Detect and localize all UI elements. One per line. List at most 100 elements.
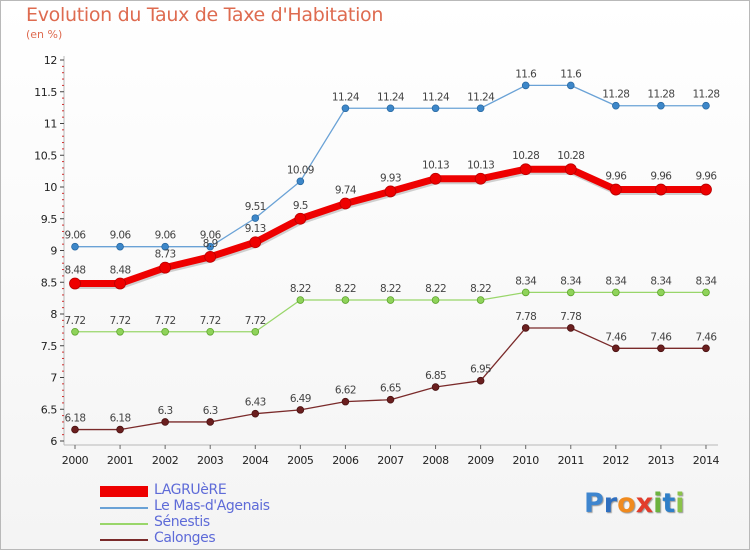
data-label: 9.06 <box>155 230 177 242</box>
data-label: 8.34 <box>650 275 672 287</box>
data-label: 7.46 <box>695 331 717 343</box>
data-label: 9.96 <box>605 171 627 183</box>
data-point <box>114 277 126 290</box>
data-label: 6.18 <box>110 413 131 425</box>
x-tick-label: 2009 <box>467 454 494 467</box>
data-point <box>161 327 169 336</box>
series-layer <box>69 81 712 434</box>
data-point <box>612 288 620 297</box>
data-point <box>476 296 485 304</box>
data-point <box>296 177 305 186</box>
data-point <box>521 81 530 90</box>
data-label: 9.06 <box>65 230 87 242</box>
data-label: 8.34 <box>695 275 717 287</box>
data-label: 8.48 <box>110 265 131 277</box>
legend-label: Sénestis <box>154 514 210 530</box>
data-label: 10.28 <box>512 150 539 162</box>
x-tick-label: 2001 <box>107 454 133 467</box>
data-point <box>657 344 665 353</box>
data-label: 9.96 <box>695 171 717 183</box>
x-tick-label: 2002 <box>152 454 178 467</box>
x-tick-label: 2003 <box>197 454 224 467</box>
data-label: 11.28 <box>602 89 629 101</box>
data-label: 11.6 <box>560 68 582 80</box>
data-point <box>702 101 710 110</box>
y-tick-label: 11.5 <box>34 86 57 99</box>
data-point <box>609 183 622 196</box>
data-point <box>116 425 124 434</box>
data-label: 6.49 <box>290 393 311 405</box>
data-point <box>384 185 397 198</box>
data-point <box>566 81 575 90</box>
data-point <box>341 397 350 406</box>
data-label: 6.18 <box>65 413 86 425</box>
data-label: 9.96 <box>650 171 672 183</box>
data-label: 9.93 <box>380 172 401 184</box>
data-point <box>474 172 487 185</box>
data-label: 7.72 <box>200 315 221 327</box>
data-point <box>296 296 305 304</box>
y-tick-label: 10.5 <box>34 149 57 162</box>
chart-subtitle: (en %) <box>26 28 63 41</box>
legend-label: Calonges <box>154 530 216 546</box>
data-point <box>71 327 79 336</box>
data-point <box>386 395 395 404</box>
data-point <box>702 288 710 297</box>
data-label: 7.78 <box>515 311 536 323</box>
data-point <box>476 104 485 113</box>
data-point <box>341 104 350 113</box>
data-point <box>655 183 667 196</box>
data-point <box>116 242 124 251</box>
data-label: 8.22 <box>425 283 446 295</box>
data-label: 8.73 <box>155 249 176 261</box>
x-tick-label: 2005 <box>287 454 314 467</box>
data-label: 11.24 <box>332 91 360 103</box>
data-label: 9.06 <box>200 230 222 242</box>
y-tick-label: 7.5 <box>41 340 58 353</box>
data-label: 10.13 <box>467 160 494 172</box>
x-tick-label: 2013 <box>648 454 675 467</box>
data-point <box>386 104 395 113</box>
data-point <box>251 327 260 336</box>
data-label: 8.34 <box>605 275 627 287</box>
data-label: 6.85 <box>425 370 446 382</box>
data-label: 6.3 <box>158 405 173 417</box>
data-label: 8.34 <box>515 275 537 287</box>
data-point <box>251 409 260 418</box>
data-label: 6.95 <box>470 364 491 376</box>
x-tick-label: 2011 <box>558 454 584 467</box>
y-tick-label: 9 <box>50 245 57 258</box>
data-point <box>249 236 262 249</box>
data-point <box>519 163 532 176</box>
data-point <box>71 425 79 434</box>
data-label: 8.22 <box>470 283 491 295</box>
data-point <box>159 261 172 274</box>
data-point <box>702 344 710 353</box>
data-label: 8.34 <box>560 275 582 287</box>
data-label: 9.06 <box>110 230 132 242</box>
data-labels: 8.48 8.48 8.73 8.9 9.13 9.5 9.74 9.93 10.13 10.13… <box>65 68 721 425</box>
data-point <box>431 104 440 113</box>
y-tick-label: 6.5 <box>41 403 58 416</box>
data-point <box>71 242 79 251</box>
data-label: 11.28 <box>647 89 674 101</box>
data-point <box>161 242 169 251</box>
data-label: 11.24 <box>377 91 405 103</box>
legend-label: LAGRUèRE <box>154 482 227 498</box>
data-label: 11.24 <box>422 91 450 103</box>
data-point <box>339 197 352 210</box>
data-point <box>116 327 124 336</box>
data-label: 11.24 <box>467 91 495 103</box>
data-point <box>206 327 215 336</box>
data-label: 8.22 <box>380 283 401 295</box>
data-point <box>657 288 665 297</box>
data-point <box>612 344 620 353</box>
data-label: 9.13 <box>245 223 266 235</box>
legend-swatch <box>100 507 148 509</box>
data-label: 6.3 <box>203 405 218 417</box>
data-label: 10.28 <box>557 150 584 162</box>
data-point <box>564 163 577 176</box>
legend-label: Le Mas-d'Agenais <box>154 498 270 514</box>
data-label: 11.6 <box>515 68 537 80</box>
